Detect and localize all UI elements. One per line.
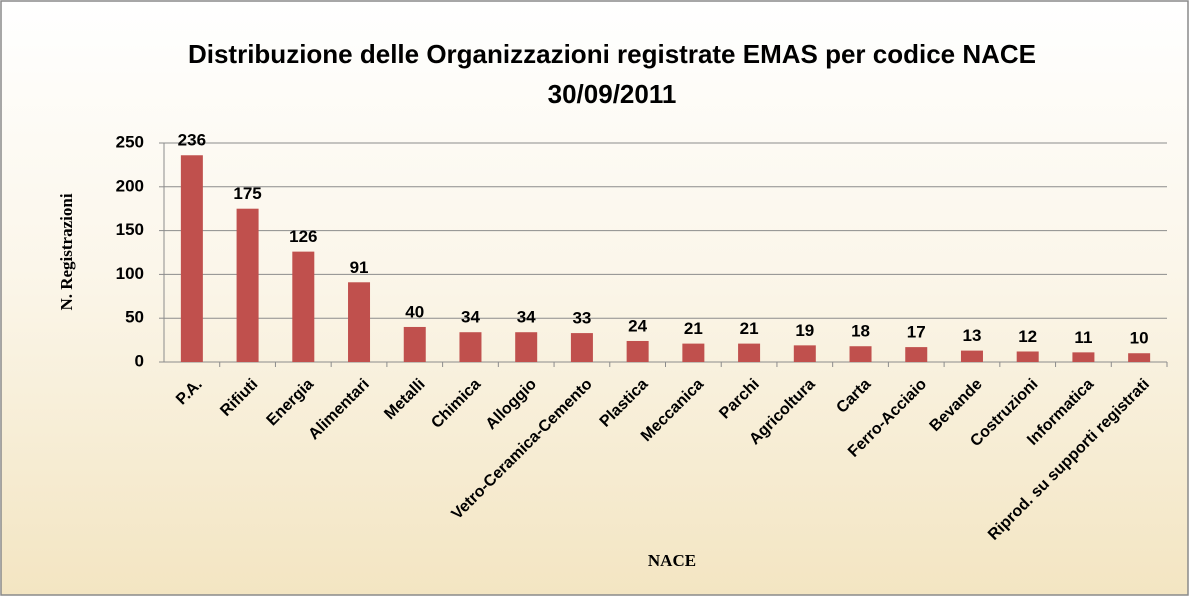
bar (1016, 351, 1039, 362)
bar (960, 350, 983, 362)
data-label: 126 (289, 227, 317, 246)
y-tick-label: 250 (116, 132, 144, 151)
y-tick-label: 150 (116, 220, 144, 239)
data-label: 12 (1018, 327, 1037, 346)
bar (626, 340, 649, 362)
y-tick-label: 0 (135, 351, 144, 370)
chart-title: Distribuzione delle Organizzazioni regis… (188, 39, 1036, 69)
bar (1072, 352, 1095, 362)
data-label: 40 (405, 302, 424, 321)
data-label: 21 (684, 319, 703, 338)
bar (905, 347, 928, 362)
data-label: 19 (795, 321, 814, 340)
data-label: 236 (178, 131, 206, 150)
data-label: 24 (628, 316, 647, 335)
data-label: 11 (1074, 328, 1092, 347)
bar (570, 333, 593, 362)
data-label: 10 (1130, 329, 1149, 348)
bar (1128, 353, 1151, 362)
data-label: 34 (517, 308, 536, 327)
y-tick-label: 200 (116, 176, 144, 195)
data-label: 18 (851, 322, 870, 341)
y-axis-title: N. Registrazioni (57, 193, 76, 310)
bar (180, 155, 203, 362)
bar (738, 343, 761, 362)
data-label: 34 (461, 308, 480, 327)
bar (292, 251, 315, 362)
bar (403, 326, 426, 362)
x-axis-title: NACE (648, 551, 696, 570)
data-label: 175 (233, 184, 261, 203)
data-label: 33 (572, 309, 591, 328)
bar (236, 208, 259, 362)
data-label: 91 (350, 258, 369, 277)
y-tick-label: 100 (116, 264, 144, 283)
data-label: 17 (907, 323, 926, 342)
data-label: 13 (963, 326, 982, 345)
data-label: 21 (740, 319, 759, 338)
bar (459, 332, 482, 362)
bar (793, 345, 816, 362)
bar (515, 332, 538, 362)
chart-subtitle: 30/09/2011 (548, 79, 677, 109)
y-tick-label: 50 (125, 308, 144, 327)
bar (849, 346, 872, 362)
bar (682, 343, 705, 362)
bar (348, 282, 371, 362)
